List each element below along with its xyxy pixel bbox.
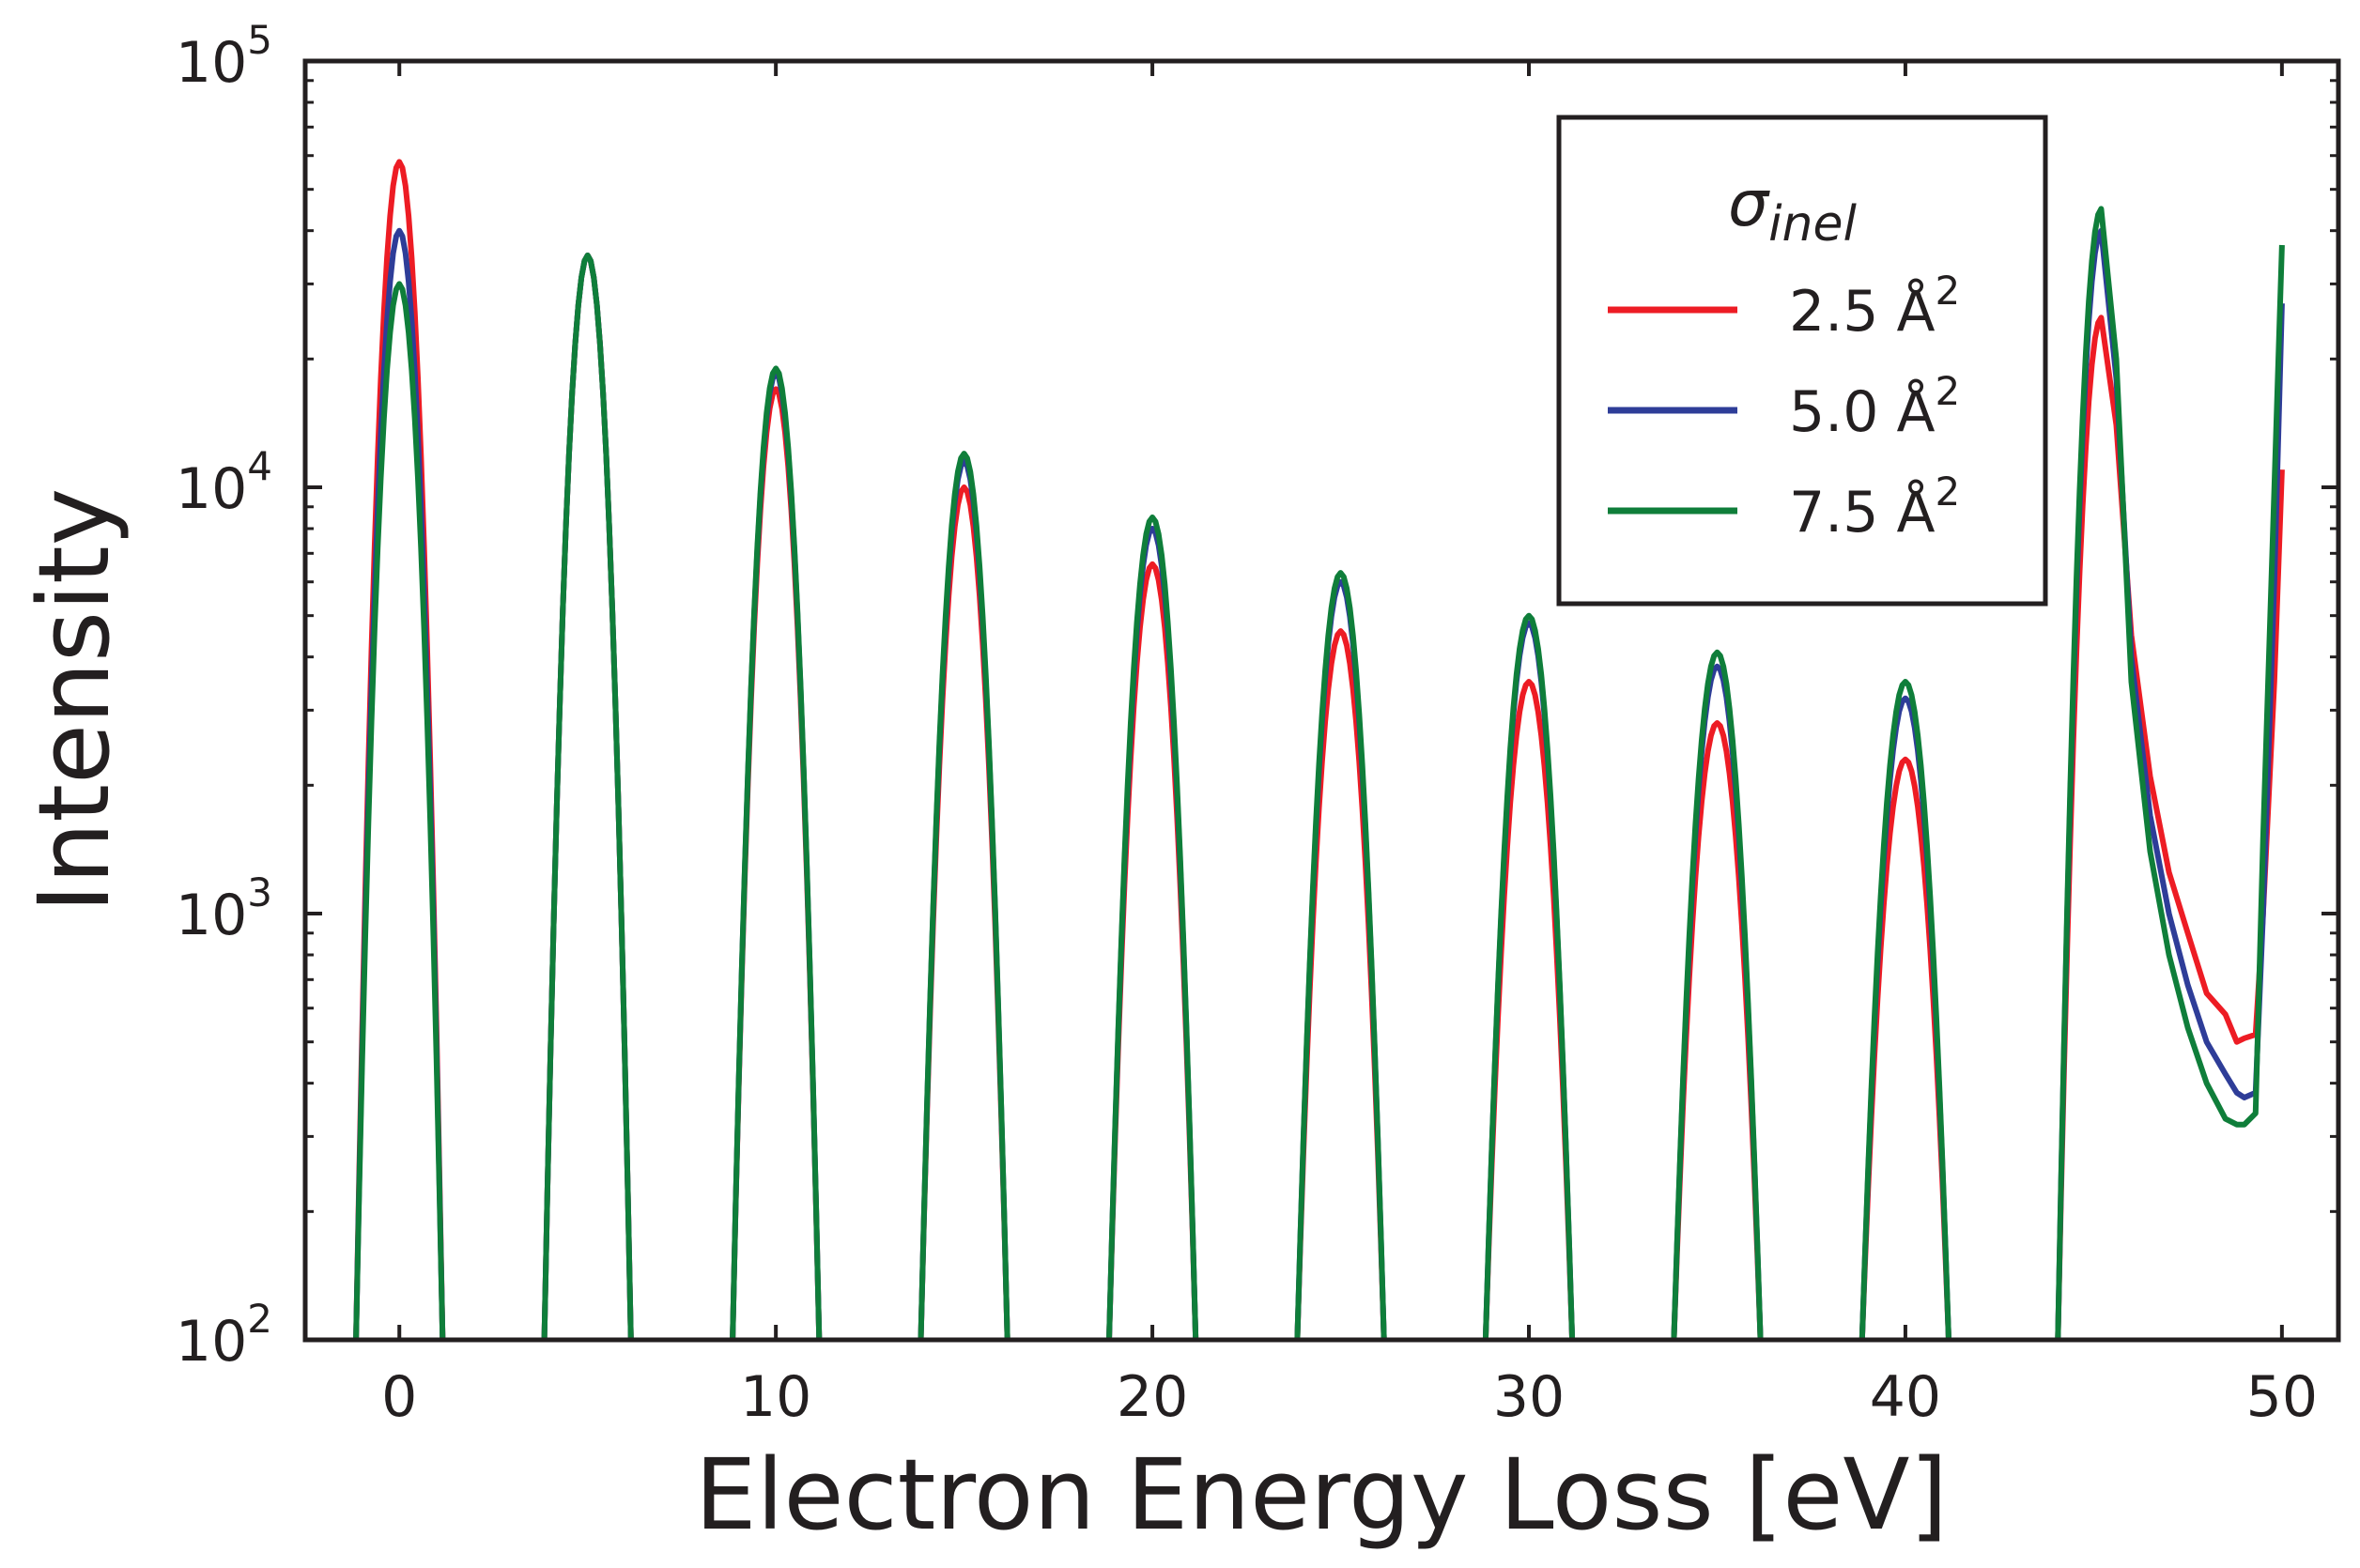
x-tick-label: 0: [381, 1364, 417, 1430]
y-axis-title: Intensity: [17, 488, 131, 914]
legend-label-text: 2.5 Å: [1789, 278, 1936, 345]
legend-label-7.5: 7.5 Å2: [1789, 469, 1960, 546]
y-tick-label-exponent: 3: [247, 869, 272, 915]
y-tick-label: 105: [176, 17, 272, 96]
y-tick-label-base: 10: [176, 1309, 247, 1375]
legend-label-2.5: 2.5 Å2: [1789, 268, 1960, 345]
legend-label-exponent: 2: [1936, 469, 1961, 515]
y-tick-label-exponent: 4: [247, 443, 272, 489]
y-tick-label-base: 10: [176, 30, 247, 96]
x-tick-labels: 0 10 20 30 40 50: [381, 1364, 2318, 1430]
x-tick-label: 20: [1117, 1364, 1188, 1430]
plot-frame: [302, 58, 2341, 1343]
y-tick-label-base: 10: [176, 456, 247, 522]
y-tick-label-base: 10: [176, 883, 247, 948]
x-tick-label: 50: [2246, 1364, 2318, 1430]
legend-label-text: 7.5 Å: [1789, 479, 1936, 546]
legend: σinel 2.5 Å25.0 Å27.5 Å2: [1556, 115, 2048, 607]
y-tick-label: 104: [176, 443, 272, 522]
legend-title-symbol: σ: [1728, 167, 1770, 241]
legend-label-5.0: 5.0 Å2: [1789, 368, 1960, 445]
y-tick-label: 103: [176, 869, 272, 948]
legend-entries: 2.5 Å25.0 Å27.5 Å2: [1608, 268, 1960, 546]
legend-label-text: 5.0 Å: [1789, 378, 1936, 445]
y-tick-label-exponent: 2: [247, 1296, 272, 1342]
series-7.5-line: [353, 206, 2285, 1340]
x-axis-title: Electron Energy Loss [eV]: [695, 1437, 1948, 1552]
legend-title: σinel: [1728, 167, 1858, 253]
legend-title-subscript: inel: [1768, 196, 1857, 253]
series-layer: [353, 159, 2285, 1340]
x-tick-label: 10: [740, 1364, 811, 1430]
legend-box: [1556, 115, 2048, 607]
legend-label-exponent: 2: [1936, 368, 1961, 414]
x-tick-label: 30: [1493, 1364, 1565, 1430]
ticks-layer: [305, 59, 2338, 1342]
x-tick-label: 40: [1870, 1364, 1941, 1430]
legend-label-exponent: 2: [1936, 268, 1961, 314]
y-tick-label-exponent: 5: [247, 17, 272, 63]
y-tick-label: 102: [176, 1296, 272, 1375]
